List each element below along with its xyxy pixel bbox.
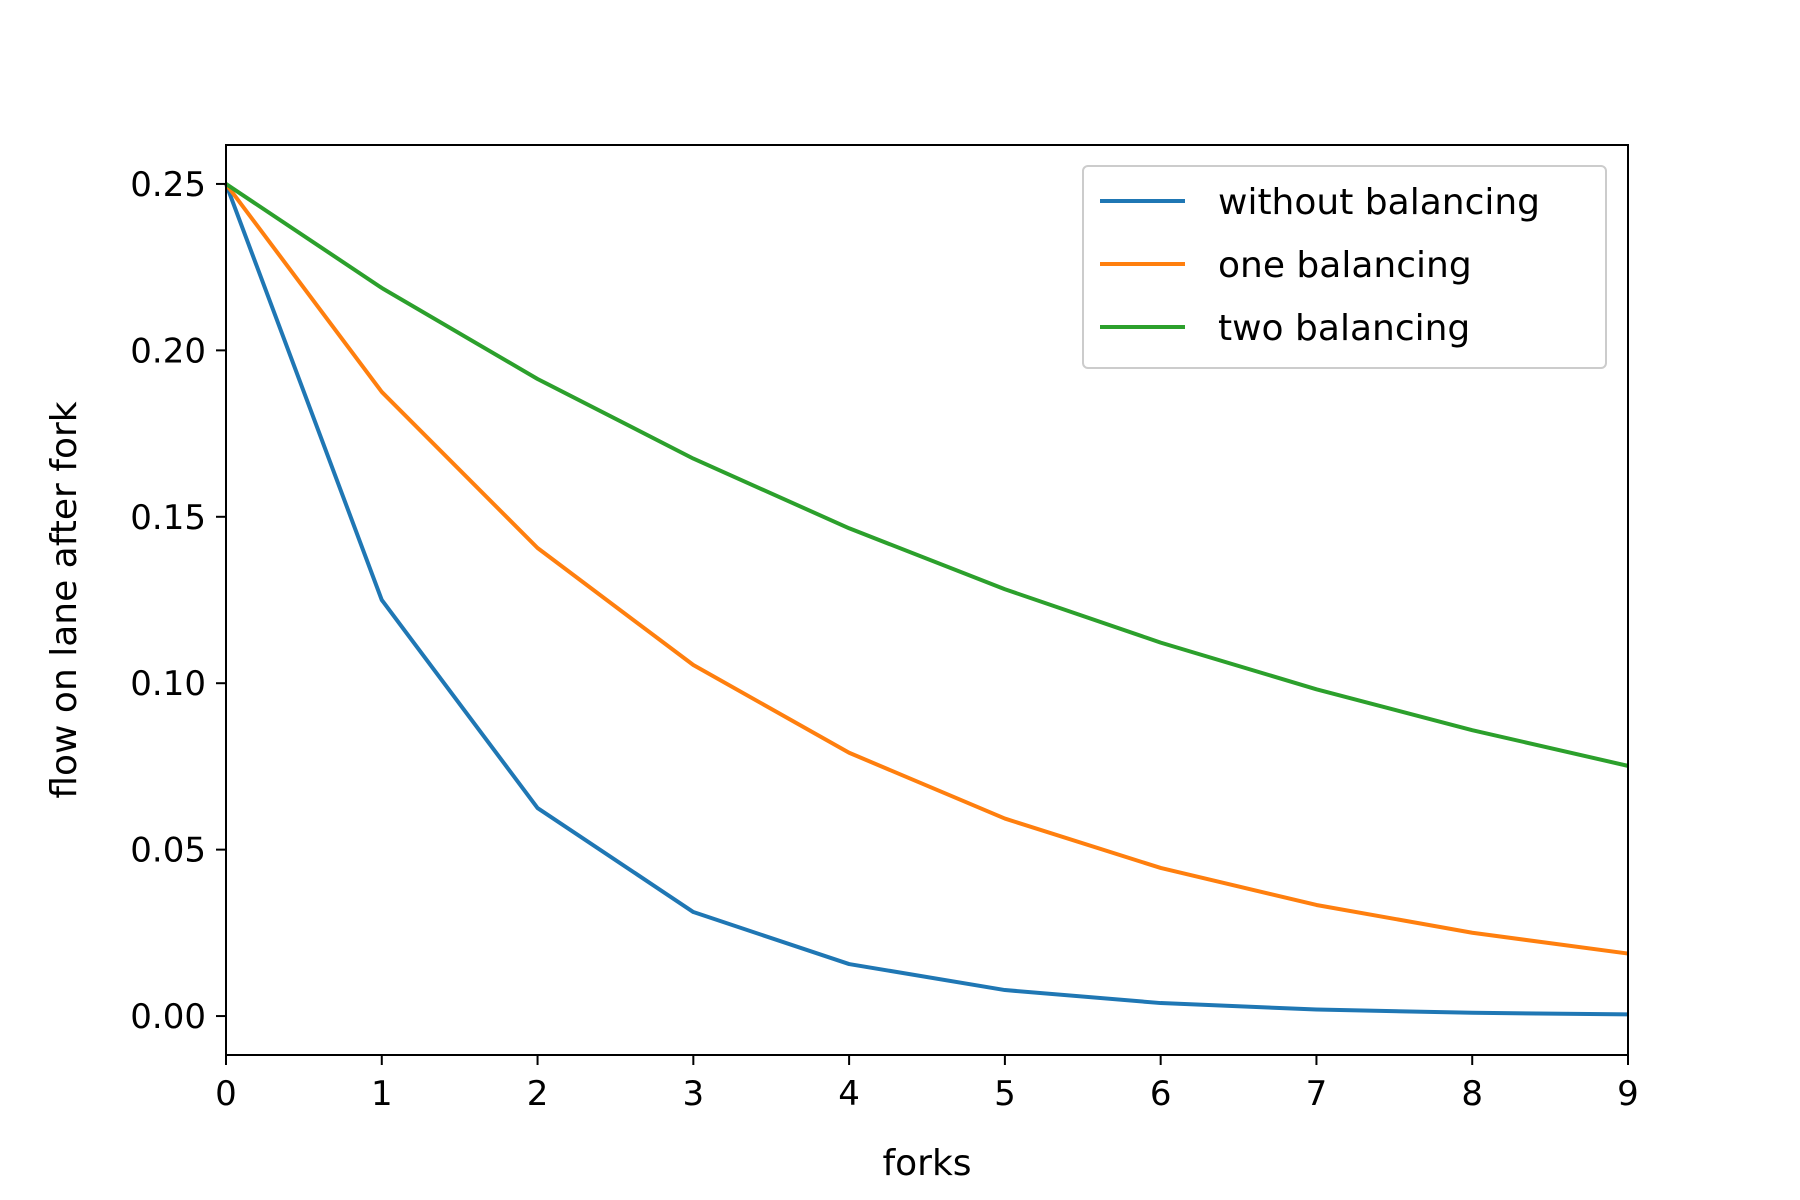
y-axis: 0.00 0.05 0.10 0.15 0.20 0.25 — [130, 165, 226, 1037]
plot-frame — [225, 144, 1629, 1056]
x-tick-label: 1 — [371, 1074, 393, 1114]
legend-entry-3: two balancing — [1218, 308, 1470, 349]
x-tick-label: 0 — [215, 1074, 237, 1114]
x-axis-label: forks — [882, 1143, 971, 1184]
y-tick-label: 0.10 — [130, 664, 206, 704]
series-line-1 — [224, 183, 1629, 1017]
legend-box — [1082, 165, 1607, 369]
series-line-2 — [224, 182, 1629, 956]
y-tick-label: 0.25 — [130, 165, 206, 205]
legend: without balancing one balancing two balanc… — [1082, 165, 1607, 369]
x-tick-label: 8 — [1461, 1074, 1483, 1114]
y-tick-label: 0.20 — [130, 331, 206, 371]
series-layer — [224, 182, 1629, 1017]
y-tick-label: 0.15 — [130, 498, 206, 538]
legend-entry-1: without balancing — [1218, 182, 1540, 223]
x-axis: 0 1 2 3 4 5 6 7 8 9 — [215, 1055, 1639, 1114]
x-tick-label: 9 — [1617, 1074, 1639, 1114]
x-tick-label: 3 — [683, 1074, 705, 1114]
x-tick-label: 4 — [838, 1074, 860, 1114]
x-tick-label: 7 — [1306, 1074, 1328, 1114]
y-axis-label: flow on lane after fork — [44, 401, 85, 798]
y-tick-label: 0.00 — [130, 997, 206, 1037]
x-tick-label: 2 — [527, 1074, 549, 1114]
x-tick-label: 6 — [1150, 1074, 1172, 1114]
x-tick-label: 5 — [994, 1074, 1016, 1114]
series-line-3 — [224, 182, 1629, 768]
legend-entry-2: one balancing — [1218, 245, 1472, 286]
y-tick-label: 0.05 — [130, 831, 206, 871]
